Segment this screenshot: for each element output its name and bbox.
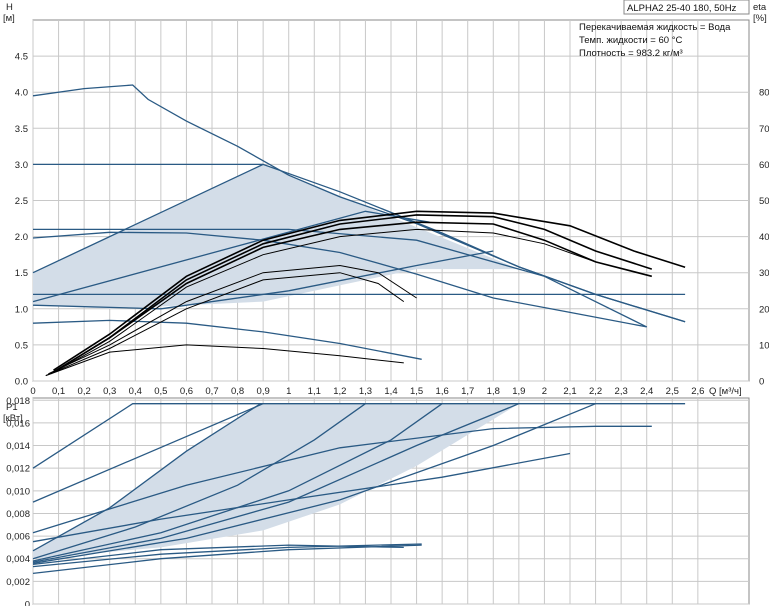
eta-tick-label: 10 bbox=[759, 340, 769, 351]
power-curve bbox=[32, 544, 422, 575]
power-tick-label: 0,018 bbox=[6, 396, 30, 407]
x-tick-label: 0,8 bbox=[231, 386, 244, 397]
x-tick-label: 2,2 bbox=[589, 386, 602, 397]
power-tick-label: 0,002 bbox=[6, 577, 30, 588]
head-tick-label: 1.5 bbox=[15, 268, 28, 279]
power-tick-label: 0,014 bbox=[6, 441, 30, 452]
eta-tick-label: 50 bbox=[759, 196, 769, 207]
efficiency-curve bbox=[45, 272, 405, 377]
x-tick-label: 0,9 bbox=[257, 386, 270, 397]
efficiency-curve bbox=[53, 221, 652, 373]
power-curve bbox=[32, 403, 261, 552]
x-tick-label: 0,1 bbox=[52, 386, 65, 397]
power-tick-label: 0,004 bbox=[6, 554, 30, 565]
power-plot-curves bbox=[32, 403, 686, 575]
x-tick-label: 2,3 bbox=[615, 386, 628, 397]
eta-tick-label: 60 bbox=[759, 160, 769, 171]
power-curve bbox=[32, 425, 652, 534]
x-tick-label: 1,8 bbox=[487, 386, 500, 397]
head-curve bbox=[32, 210, 430, 303]
x-tick-label: 2 bbox=[542, 386, 547, 397]
head-tick-label: 4.0 bbox=[15, 88, 28, 99]
x-tick-label: 2,5 bbox=[666, 386, 679, 397]
head-tick-label: 3.5 bbox=[15, 124, 28, 135]
x-tick-label: 0,4 bbox=[129, 386, 142, 397]
power-curve bbox=[32, 403, 366, 560]
x-axis-label: Q [м³/ч] bbox=[709, 386, 742, 397]
eta-axis-name: eta bbox=[753, 2, 767, 13]
power-tick-label: 0,010 bbox=[6, 486, 30, 497]
head-plot-curves bbox=[32, 84, 686, 377]
efficiency-curve bbox=[53, 210, 686, 371]
efficiency-curve bbox=[53, 214, 653, 373]
power-axis-unit: [кВт] bbox=[3, 413, 23, 424]
x-tick-label: 0,7 bbox=[205, 386, 218, 397]
x-tick-label: 1,5 bbox=[410, 386, 423, 397]
head-axis-name: H bbox=[6, 2, 13, 13]
power-tick-label: 0,008 bbox=[6, 509, 30, 520]
power-axis-name: P1 bbox=[6, 402, 18, 413]
power-curve bbox=[32, 403, 520, 563]
head-curve bbox=[32, 163, 264, 274]
head-plot-ticks: 0 0,1 0,2 0,3 0,4 0,5 0,6 0,7 0,8 0,9 1 1,1 1,2 1,3 1,… bbox=[15, 52, 769, 397]
x-tick-label: 1 bbox=[286, 386, 291, 397]
eta-tick-label: 20 bbox=[759, 304, 769, 315]
chart-title: ALPHA2 25-40 180, 50Hz bbox=[627, 3, 737, 14]
x-tick-label: 2,6 bbox=[691, 386, 704, 397]
x-tick-label: 0,5 bbox=[154, 386, 167, 397]
title-box bbox=[623, 0, 750, 15]
efficiency-curve bbox=[50, 228, 596, 375]
x-tick-label: 0,6 bbox=[180, 386, 193, 397]
head-tick-label: 3.0 bbox=[15, 160, 28, 171]
x-tick-label: 1,2 bbox=[333, 386, 346, 397]
head-tick-label: 2.5 bbox=[15, 196, 28, 207]
head-tick-label: 0.0 bbox=[15, 377, 28, 388]
head-tick-label: 4.5 bbox=[15, 52, 28, 63]
efficiency-curve bbox=[45, 344, 404, 377]
head-tick-label: 0.5 bbox=[15, 340, 28, 351]
power-curve bbox=[32, 403, 596, 564]
eta-tick-label: 0 bbox=[759, 377, 764, 388]
x-tick-label: 1,7 bbox=[461, 386, 474, 397]
power-plot-ticks: 0 0,002 0,004 0,006 0,008 0,010 0,012 0,014 0,01… bbox=[6, 396, 30, 606]
efficiency-curve bbox=[48, 264, 417, 375]
power-curve bbox=[32, 403, 686, 469]
eta-tick-label: 70 bbox=[759, 124, 769, 135]
x-tick-label: 1,9 bbox=[512, 386, 525, 397]
eta-tick-label: 30 bbox=[759, 268, 769, 279]
x-tick-label: 0,2 bbox=[78, 386, 91, 397]
power-curve bbox=[32, 403, 264, 503]
x-tick-label: 0,3 bbox=[103, 386, 116, 397]
x-tick-label: 0 bbox=[30, 386, 35, 397]
info-line-density: Плотность = 983.2 кг/м³ bbox=[579, 48, 683, 59]
x-tick-label: 1,1 bbox=[308, 386, 321, 397]
x-tick-label: 1,3 bbox=[359, 386, 372, 397]
head-curve bbox=[32, 231, 647, 328]
power-tick-label: 0,016 bbox=[6, 418, 30, 429]
power-curve bbox=[32, 543, 422, 568]
head-curve bbox=[33, 228, 647, 328]
eta-tick-label: 80 bbox=[759, 88, 769, 99]
head-curve bbox=[32, 319, 422, 360]
power-curve bbox=[32, 452, 571, 543]
power-curve bbox=[32, 403, 443, 562]
head-plot-grid bbox=[32, 20, 749, 382]
x-tick-label: 1,4 bbox=[384, 386, 397, 397]
power-tick-label: 0 bbox=[25, 600, 30, 606]
head-tick-label: 2.0 bbox=[15, 232, 28, 243]
eta-tick-label: 40 bbox=[759, 232, 769, 243]
x-tick-label: 2,1 bbox=[563, 386, 576, 397]
x-tick-label: 1,6 bbox=[436, 386, 449, 397]
power-tick-label: 0,012 bbox=[6, 464, 30, 475]
info-line-fluid: Перекачиваемая жидкость = Вода bbox=[579, 22, 731, 33]
head-tick-label: 1.0 bbox=[15, 304, 28, 315]
info-line-temp: Темп. жидкости = 60 °C bbox=[579, 35, 682, 46]
head-curve bbox=[32, 250, 494, 310]
power-curve bbox=[32, 544, 404, 566]
power-tick-label: 0,006 bbox=[6, 532, 30, 543]
head-axis-unit: [м] bbox=[3, 13, 15, 24]
x-tick-label: 2,4 bbox=[640, 386, 653, 397]
eta-axis-unit: [%] bbox=[753, 13, 767, 24]
